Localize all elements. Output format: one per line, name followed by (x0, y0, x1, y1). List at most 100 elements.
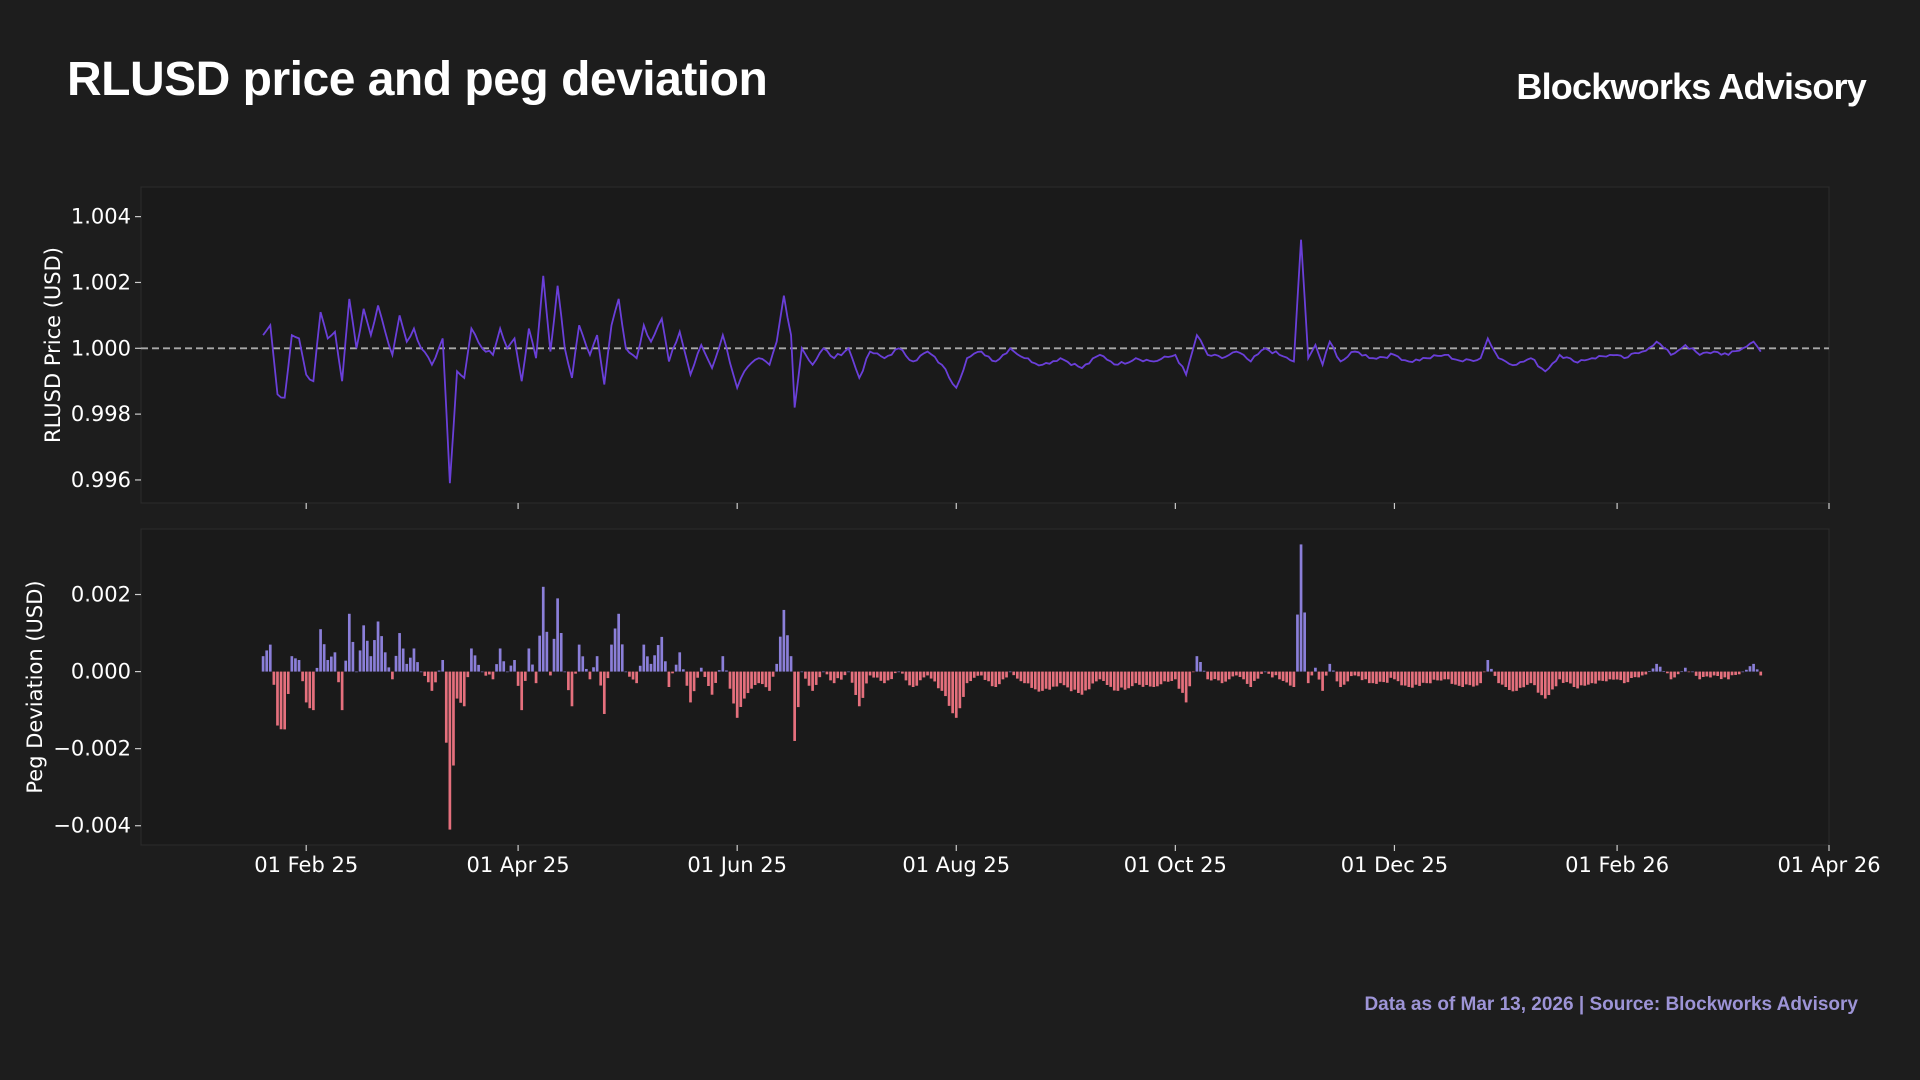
deviation-bar (1342, 671, 1346, 685)
deviation-bar (1023, 671, 1026, 684)
deviation-bar (570, 671, 574, 707)
deviation-bar (1658, 666, 1662, 672)
deviation-bar (969, 671, 972, 682)
deviation-bar (775, 663, 779, 672)
deviation-bar (559, 633, 563, 672)
deviation-bar (764, 671, 768, 688)
deviation-bar (696, 671, 700, 678)
deviation-bar (502, 661, 506, 672)
deviation-bar (1612, 671, 1615, 680)
deviation-bar (534, 671, 538, 684)
deviation-bar (552, 638, 556, 672)
deviation-bar (1202, 670, 1206, 672)
x-tick-label: 01 Apr 26 (1777, 853, 1880, 877)
deviation-bar (1335, 671, 1339, 682)
deviation-bar (994, 671, 998, 687)
deviation-bar (1482, 671, 1486, 673)
deviation-bar (1522, 671, 1526, 688)
deviation-bar (416, 662, 419, 672)
deviation-bar (1730, 671, 1734, 676)
deviation-bar (473, 655, 477, 672)
deviation-bar (1630, 671, 1633, 679)
deviation-bar (1012, 671, 1016, 676)
deviation-bar (1662, 671, 1666, 672)
deviation-bar (1673, 671, 1676, 678)
deviation-bar (1051, 671, 1055, 687)
deviation-bar (1691, 671, 1694, 673)
deviation-bar (1587, 671, 1590, 685)
deviation-bar (1540, 671, 1544, 696)
deviation-bar (1033, 671, 1037, 690)
deviation-bar (1278, 671, 1281, 680)
deviation-bar (936, 671, 940, 689)
deviation-bar (796, 671, 800, 708)
deviation-bar (919, 671, 922, 681)
deviation-bar (962, 671, 965, 697)
brand-logo-text: Blockworks Advisory (1516, 66, 1866, 107)
deviation-bar (1209, 671, 1213, 681)
deviation-bar (717, 670, 721, 672)
deviation-bar (452, 671, 455, 766)
deviation-bar (297, 660, 301, 672)
deviation-bar (890, 671, 893, 680)
deviation-bar (911, 671, 915, 687)
deviation-bar (1719, 671, 1723, 680)
deviation-bar (990, 671, 994, 687)
deviation-bar (739, 671, 743, 707)
deviation-bar (879, 671, 883, 681)
deviation-bar (1296, 614, 1299, 672)
deviation-bar (1037, 671, 1041, 692)
deviation-bar (1554, 671, 1558, 687)
deviation-bar (272, 671, 276, 685)
deviation-bar (1087, 671, 1091, 690)
deviation-bar (1572, 671, 1576, 687)
deviation-bar (1712, 671, 1716, 676)
deviation-bar (344, 660, 348, 672)
deviation-bar (286, 671, 290, 694)
deviation-bar (1701, 671, 1705, 677)
deviation-bar (1479, 671, 1482, 684)
deviation-bar (398, 633, 401, 672)
deviation-bar (1576, 671, 1579, 689)
deviation-bar (893, 671, 897, 674)
deviation-bar (1558, 671, 1561, 680)
deviation-bar (509, 665, 513, 672)
deviation-bar (265, 650, 269, 672)
deviation-bar (1547, 671, 1551, 696)
deviation-y-ticks: −0.004 −0.002 0.000 0.002 (53, 583, 141, 838)
deviation-bar (1073, 671, 1077, 690)
deviation-bar (1008, 671, 1012, 673)
price-y-tick-label: 0.996 (71, 468, 131, 492)
deviation-bar (477, 664, 480, 672)
deviation-bar (1285, 671, 1289, 683)
price-series-line (262, 239, 1762, 484)
deviation-bar (1332, 670, 1335, 672)
deviation-panel (140, 528, 1830, 846)
deviation-bar (1127, 671, 1130, 689)
deviation-bar (279, 671, 283, 730)
deviation-bar (746, 671, 750, 694)
deviation-bar (391, 671, 394, 680)
deviation-bar (944, 671, 947, 697)
deviation-bar (491, 671, 495, 680)
deviation-bar (1324, 671, 1328, 676)
deviation-bar (1551, 671, 1554, 690)
deviation-bar (771, 671, 775, 677)
deviation-bar (365, 640, 369, 672)
deviation-bar (563, 671, 567, 673)
deviation-bar (1515, 671, 1518, 691)
deviation-bar (1105, 671, 1109, 685)
x-tick-label: 01 Feb 25 (254, 853, 358, 877)
deviation-bar (1411, 671, 1414, 688)
deviation-bar (1098, 671, 1102, 680)
deviation-bar (505, 671, 509, 673)
deviation-bar (1421, 671, 1425, 683)
deviation-bar (1429, 671, 1432, 684)
deviation-bar (441, 660, 445, 672)
deviation-bar (301, 671, 304, 682)
deviation-bar (1569, 671, 1572, 684)
deviation-bar (1213, 671, 1217, 680)
deviation-bar (362, 625, 366, 672)
deviation-bar (886, 671, 890, 681)
deviation-bar (290, 656, 294, 672)
